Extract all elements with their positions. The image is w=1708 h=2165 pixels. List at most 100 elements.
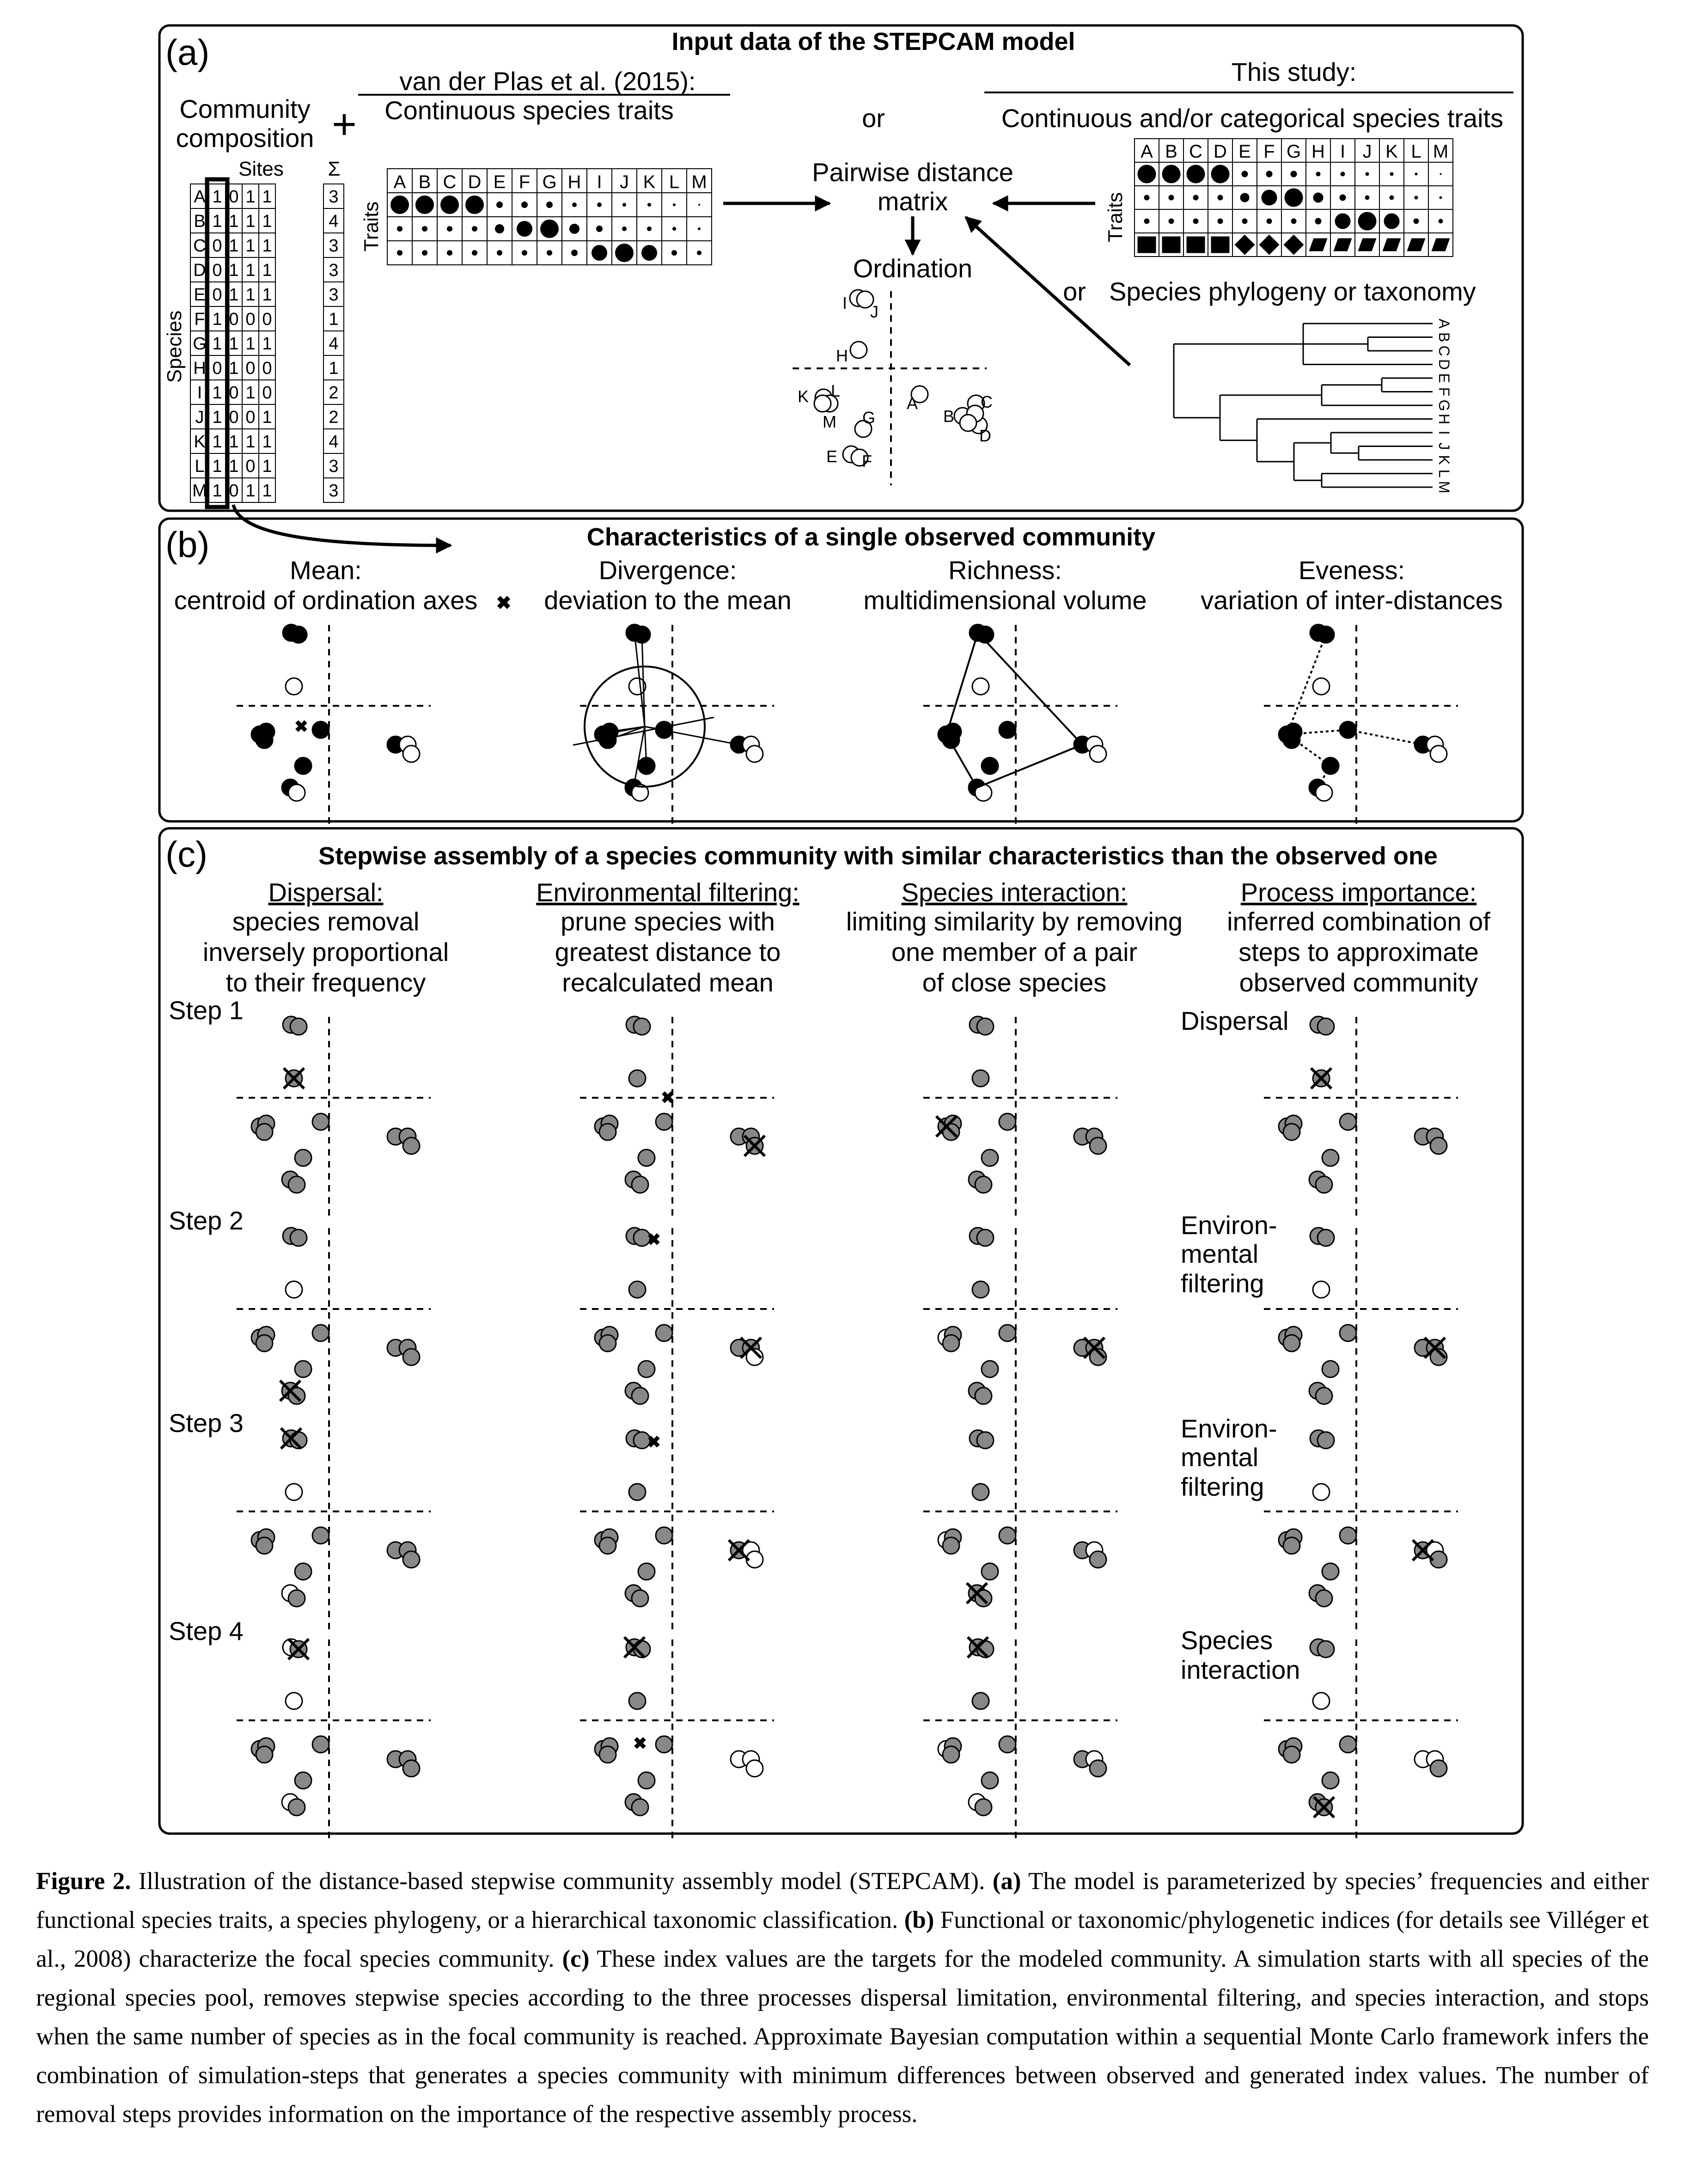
trait-dot [540,220,559,238]
observed-species-point [289,625,308,644]
step-label: Step 4 [169,1616,244,1645]
removed-species-point [285,1280,303,1299]
remaining-species-point [637,1562,656,1581]
remaining-species-point [1315,1387,1333,1405]
remaining-species-point [1339,1526,1357,1545]
step-label: Step 3 [169,1408,244,1437]
trait-parallelogram [1358,238,1377,251]
ordination-point-label: B [943,407,954,426]
trait-dot [465,196,484,214]
trait-header-letter: K [643,172,656,192]
site-value: 1 [212,383,222,403]
species-letter: H [193,359,206,378]
remaining-species-point [655,1113,673,1131]
remaining-species-point [1321,1360,1340,1378]
site-value: 1 [229,236,238,256]
observed-species-point [745,745,764,763]
site-value: 1 [262,285,272,305]
panel-b-plot-1: ✖ [237,624,431,824]
removal-cross-icon [287,1638,310,1661]
trait-header-letter: H [568,172,581,192]
trait-dot [1217,195,1223,201]
ordination-point-label: C [981,392,993,411]
trait-dot [496,202,503,208]
step-label: Step 2 [169,1206,244,1235]
trait-dot [592,245,607,261]
trait-parallelogram [1333,238,1352,251]
species-letter: L [195,457,204,476]
remaining-species-point [981,1149,999,1167]
observed-species-point [294,757,312,775]
removal-cross-icon [935,1115,958,1138]
trait-dot [647,203,651,207]
remaining-species-point [1317,1431,1335,1449]
panel-c-plot-c2-s4: ✖ [580,1636,774,1838]
phylogeny-tip-label: B [1436,332,1452,342]
ordination-point [813,394,832,413]
trait-dot [1240,193,1250,202]
ordination-point-label: J [870,302,878,321]
remaining-species-point [402,1137,421,1155]
remaining-species-point [1321,1149,1340,1167]
remaining-species-point [1282,1536,1301,1555]
trait-dot [622,203,626,207]
phylogeny-tip-label: L [1436,470,1452,478]
panel-b-plot-2 [573,624,774,824]
removal-cross-icon [1411,1539,1434,1562]
panel-b-column-head: Divergence: [599,556,737,585]
phylogeny-tip-label: I [1436,431,1452,435]
site-value: 0 [229,408,238,427]
site-value: 0 [212,359,222,378]
site-value: 1 [229,457,238,476]
figure-caption: Figure 2. Illustration of the distance-b… [36,1862,1649,2134]
trait-header-letter: E [1238,141,1251,162]
removed-species-point [285,1692,303,1710]
remaining-species-point [942,1536,960,1555]
panel-c-plot-c4-s3 [1264,1429,1458,1629]
remaining-species-point [974,1175,993,1194]
remaining-species-point [1317,1229,1335,1247]
remaining-species-point [1339,1735,1357,1754]
remaining-species-point [289,1229,308,1247]
sum-value: 4 [329,334,338,354]
site-value: 0 [262,359,272,378]
remaining-species-point [971,1069,990,1088]
vdp-title: van der Plas et al. (2015): [399,67,695,96]
phylogeny-tip-label: E [1436,373,1452,383]
panel-c-plot-c4-s2 [1264,1227,1458,1427]
panel-c-column-line: observed community [1239,968,1478,997]
remaining-species-point [981,1360,999,1378]
ordination-point-label: I [842,294,847,312]
trait-header-letter: J [620,172,629,192]
process-label: filtering [1181,1472,1264,1501]
trait-dot [397,250,403,256]
sum-value: 2 [329,408,338,427]
trait-dot [622,226,627,231]
panel-c-title: Stepwise assembly of a species community… [318,842,1438,870]
panel-c-plot-c4-s1 [1264,1015,1458,1216]
vdp-subtitle: Continuous species traits [384,96,674,125]
remaining-species-point [998,1324,1017,1342]
remaining-species-point [294,1562,312,1581]
site-value: 1 [229,334,238,354]
site-value: 1 [212,334,222,354]
species-letter: C [193,236,206,256]
sum-value: 2 [329,383,338,403]
trait-header-letter: M [1433,141,1448,162]
site-value: 1 [245,432,255,452]
remaining-species-point [942,1745,960,1764]
phylogeny-label: Species phylogeny or taxonomy [1109,277,1476,306]
panel-c-column-line: one member of a pair [891,937,1137,966]
trait-dot [497,250,502,256]
panel-c-frame [158,827,1524,1835]
trait-dot [1384,213,1400,229]
observed-species-point [1315,783,1333,802]
trait-header-letter: I [1340,141,1345,162]
remaining-species-point [628,1692,647,1710]
this-study-subtitle: Continuous and/or categorical species tr… [1001,104,1503,133]
remaining-species-point [289,1017,308,1036]
observed-species-point [631,783,649,802]
trait-dot [1335,213,1351,229]
site-value: 0 [212,285,222,305]
trait-dot [1438,219,1443,224]
